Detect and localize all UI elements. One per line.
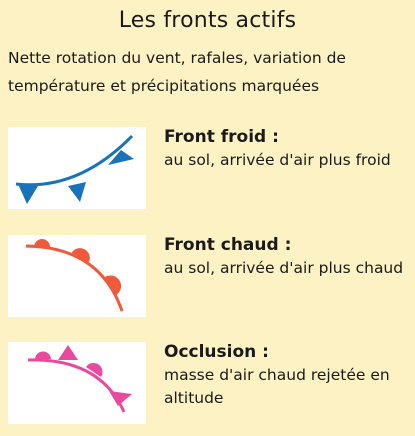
warm-front-semicircle: [71, 248, 90, 262]
cold-front-triangle: [108, 150, 134, 165]
occlusion-symbol: [27, 345, 132, 413]
warm-front-line: [25, 244, 124, 312]
legend-item-occlusion: Occlusion : masse d'air chaud rejetée en…: [0, 342, 415, 432]
cold-front-line: [15, 134, 134, 187]
occlusion-semicircle: [34, 351, 51, 360]
occlusion-semicircle: [86, 362, 103, 377]
occlusion-line: [27, 358, 126, 413]
warm-front-semicircle: [34, 239, 50, 247]
cold-front-title: Front froid :: [164, 127, 279, 147]
warm-front-title: Front chaud :: [164, 235, 292, 255]
legend-item-warm-front: Front chaud : au sol, arrivée d'air plus…: [0, 235, 415, 325]
cold-front-triangle: [68, 182, 86, 202]
intro-text: Nette rotation du vent, rafales, variati…: [8, 49, 346, 95]
occlusion-triangle: [109, 391, 132, 406]
warm-front-symbol: [25, 239, 124, 312]
page-title: Les fronts actifs: [118, 8, 297, 33]
cold-front-description: au sol, arrivée d'air plus froid: [164, 151, 391, 169]
occlusion-swatch: [8, 342, 146, 424]
cold-front-swatch: [8, 127, 146, 209]
legend-item-cold-front: Front froid : au sol, arrivée d'air plus…: [0, 127, 415, 217]
warm-front-description: au sol, arrivée d'air plus chaud: [164, 259, 404, 277]
occlusion-title: Occlusion :: [164, 342, 269, 362]
warm-front-swatch: [8, 235, 146, 317]
cold-front-triangle: [18, 184, 38, 204]
cold-front-symbol: [15, 134, 134, 204]
occlusion-triangle: [58, 345, 78, 360]
warm-front-semicircle: [105, 275, 122, 295]
occlusion-description: masse d'air chaud rejetée en altitude: [164, 366, 390, 407]
